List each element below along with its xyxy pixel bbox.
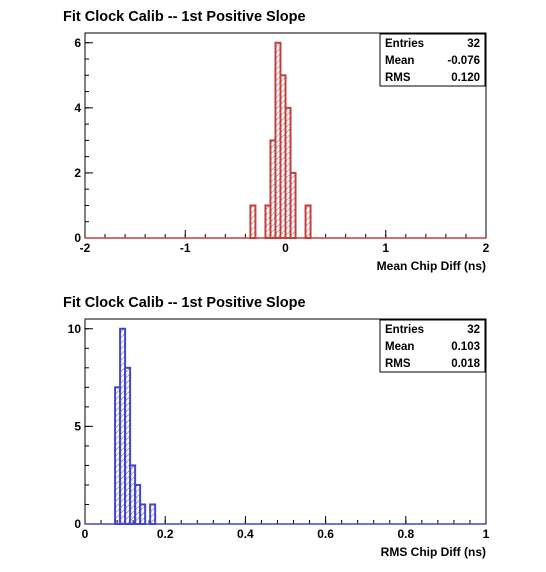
histogram-bar [304,204,312,239]
x-tick-label: 0.2 [157,527,174,541]
y-tick-label: 2 [74,166,81,180]
x-tick-label: 1 [483,527,490,541]
histogram-bars [85,327,486,526]
chart-title: Fit Clock Calib -- 1st Positive Slope [63,9,306,25]
stats-mean-value: -0.076 [447,55,480,67]
stats-rms-value: 0.120 [451,72,480,84]
histogram-bar [149,503,157,526]
histogram-panel-mean: Fit Clock Calib -- 1st Positive Slope -2… [63,9,490,273]
x-tick-label: 0.4 [237,527,254,541]
stats-rms-label: RMS [385,358,411,370]
x-tick-label: 0 [82,527,89,541]
x-tick-label: 1 [382,241,389,255]
stats-entries-value: 32 [467,38,480,50]
stats-entries-value: 32 [467,324,480,336]
y-tick-label: 6 [74,36,81,50]
histogram-bar [289,171,297,240]
y-tick-label: 10 [68,322,82,336]
histogram-bar [249,204,257,239]
x-tick-label: -1 [180,241,191,255]
stats-mean-label: Mean [385,341,414,353]
stats-rms-value: 0.018 [451,358,480,370]
x-tick-label: -2 [80,241,91,255]
stats-box-frame [379,33,486,87]
stats-box: Entries 32 Mean 0.103 RMS 0.018 [379,319,486,373]
x-tick-label: 2 [483,241,490,255]
y-tick-label: 0 [74,517,81,531]
x-axis-label: RMS Chip Diff (ns) [381,545,486,559]
histogram-bars [85,41,486,240]
y-tick-label: 4 [74,101,81,115]
x-tick-label: 0 [282,241,289,255]
chart-title: Fit Clock Calib -- 1st Positive Slope [63,295,306,311]
stats-rms-label: RMS [385,72,411,84]
stats-box-frame [379,319,486,373]
y-tick-label: 5 [74,419,81,433]
axis-ticks: -2 -1 0 1 2 0 2 4 6 [74,36,489,255]
x-tick-label: 0.8 [397,527,414,541]
x-axis-label: Mean Chip Diff (ns) [377,259,486,273]
x-tick-label: 0.6 [317,527,334,541]
stats-entries-label: Entries [385,324,424,336]
stats-entries-label: Entries [385,38,424,50]
stats-mean-value: 0.103 [451,341,480,353]
stats-mean-label: Mean [385,55,414,67]
y-tick-label: 0 [74,231,81,245]
histogram-bar [139,503,147,526]
stats-box: Entries 32 Mean -0.076 RMS 0.120 [379,33,486,87]
